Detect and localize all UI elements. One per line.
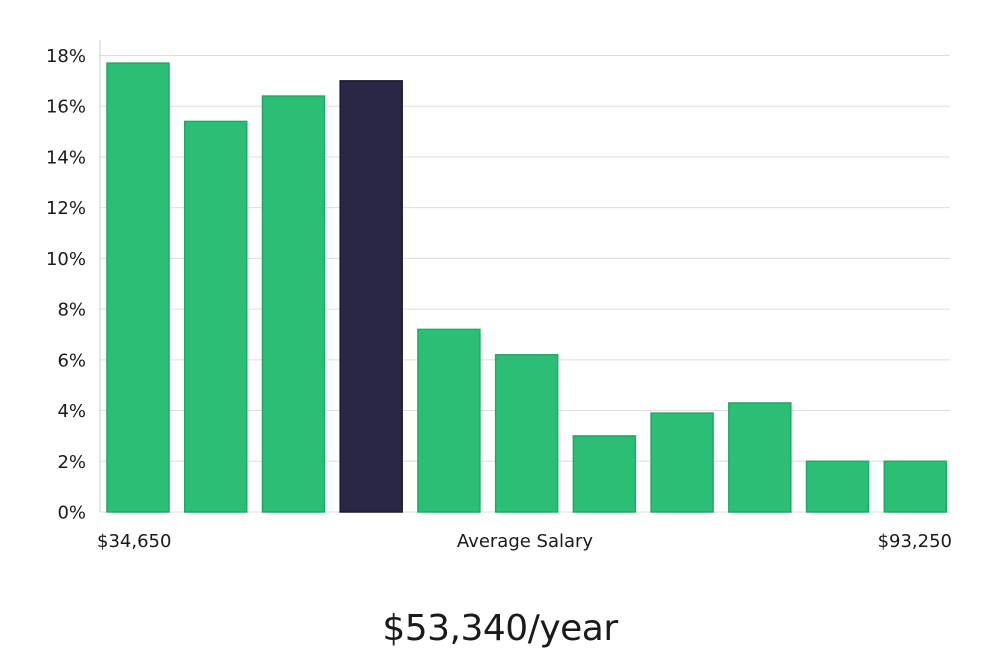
x-axis-label: Average Salary — [457, 531, 594, 552]
y-tick-label: 16% — [46, 97, 86, 118]
y-tick-label: 8% — [57, 300, 86, 321]
y-tick-label: 10% — [46, 249, 86, 270]
y-tick-label: 14% — [46, 147, 86, 168]
bar — [805, 460, 870, 513]
bar — [728, 402, 792, 513]
y-tick-label: 18% — [46, 46, 86, 67]
bar-highlighted — [339, 80, 403, 513]
bar — [183, 120, 248, 513]
bar — [494, 354, 559, 513]
y-axis-ticks: 0% 2% 4% 6% 8% 10% 12% 14% 16% 18% — [46, 46, 86, 524]
bar — [106, 62, 170, 513]
bar — [883, 460, 948, 513]
bar — [572, 435, 637, 513]
y-tick-label: 0% — [57, 503, 86, 524]
bar — [261, 95, 326, 513]
x-start-label: $34,650 — [97, 531, 171, 552]
bar — [650, 412, 714, 513]
y-tick-label: 12% — [46, 198, 86, 219]
bar — [417, 328, 481, 513]
x-end-label: $93,250 — [878, 531, 952, 552]
y-tick-label: 2% — [57, 452, 86, 473]
y-tick-label: 6% — [57, 350, 86, 371]
average-salary-value: $53,340/year — [382, 608, 618, 649]
bars — [106, 62, 948, 513]
salary-histogram: 0% 2% 4% 6% 8% 10% 12% 14% 16% 18% $34,650 Averag… — [46, 40, 952, 552]
y-tick-label: 4% — [57, 401, 86, 422]
